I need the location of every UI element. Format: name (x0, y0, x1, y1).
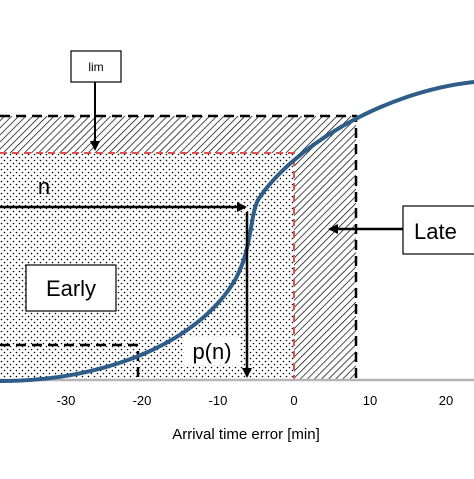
inner-limit-box (0, 152, 295, 380)
p-n-label: p(n) (192, 339, 231, 364)
n-label: n (38, 174, 50, 199)
x-tick-label: -30 (57, 393, 76, 408)
p-n-label-backing (184, 337, 240, 365)
lim-label-box (70, 50, 122, 83)
outer-limit-box (0, 114, 358, 380)
x-tick-label: 10 (363, 393, 377, 408)
x-tick-label: 20 (439, 393, 453, 408)
early-label: Early (46, 276, 96, 301)
cumulative-curve (0, 80, 474, 383)
late-label: Late (414, 219, 457, 244)
x-tick-label: -10 (209, 393, 228, 408)
late-label-box (402, 205, 474, 255)
x-axis-title: Arrival time error [min] (172, 426, 320, 443)
lim-label: lim (88, 60, 103, 74)
x-tick-label: -20 (133, 393, 152, 408)
x-tick-label: 0 (290, 393, 297, 408)
lower-step-line (0, 343, 140, 380)
early-label-box (25, 264, 117, 312)
